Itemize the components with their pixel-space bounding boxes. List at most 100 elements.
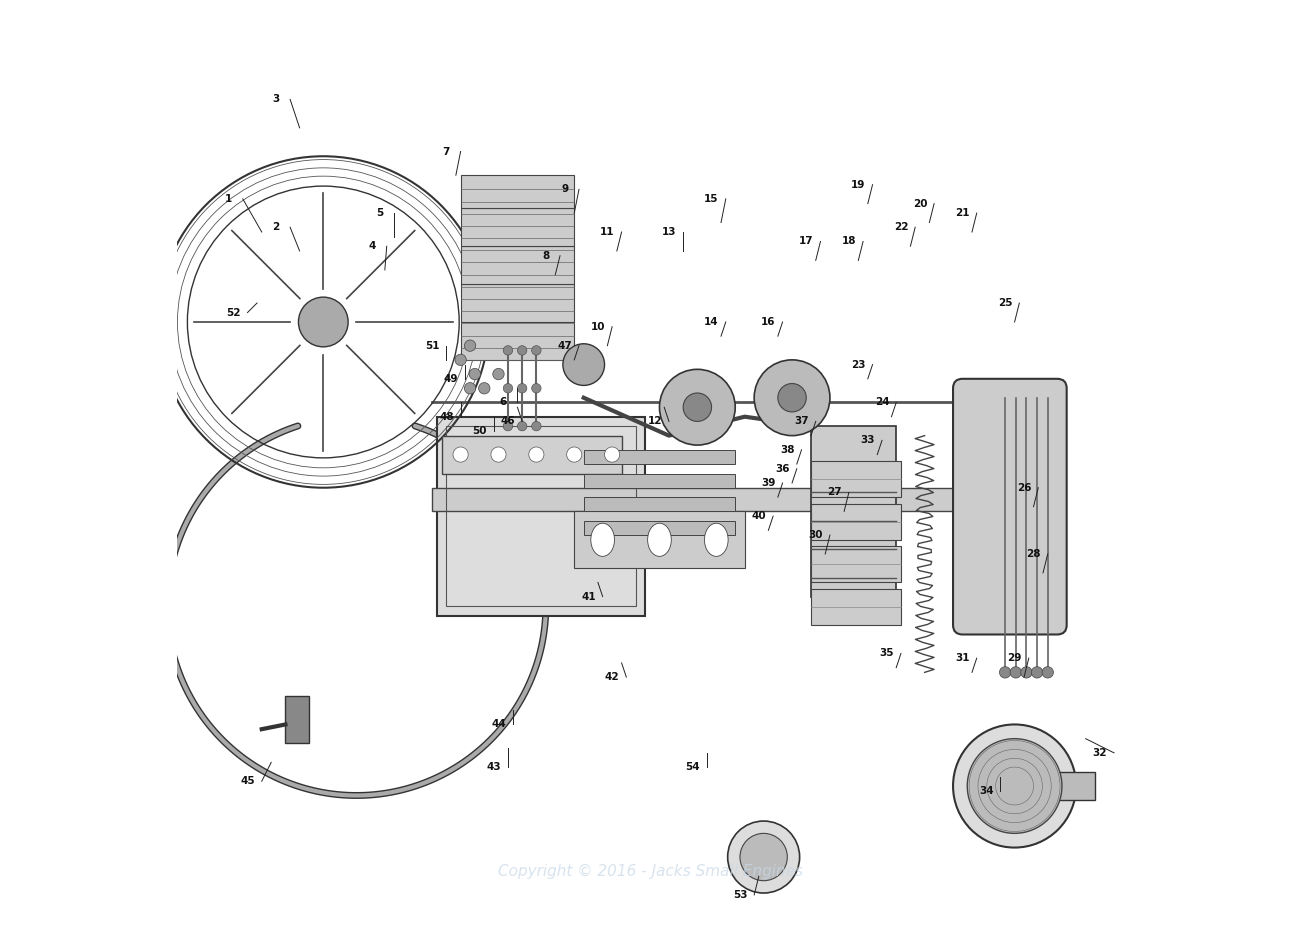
Text: 9: 9 (562, 185, 568, 194)
Circle shape (1010, 667, 1022, 678)
Text: 12: 12 (647, 417, 662, 426)
Text: 43: 43 (486, 762, 500, 772)
Text: 23: 23 (852, 360, 866, 369)
Bar (584, 521, 736, 535)
Bar (446, 426, 636, 606)
Ellipse shape (705, 523, 728, 557)
Circle shape (1020, 667, 1032, 678)
Circle shape (452, 447, 468, 462)
Text: 11: 11 (601, 227, 615, 237)
Bar (432, 488, 962, 511)
Circle shape (740, 833, 788, 881)
Text: 48: 48 (439, 412, 454, 421)
Bar (811, 546, 901, 582)
Ellipse shape (647, 523, 671, 557)
Circle shape (503, 384, 512, 393)
Text: 52: 52 (226, 308, 240, 317)
Text: 28: 28 (1026, 549, 1041, 559)
Text: 47: 47 (558, 341, 572, 350)
Text: 16: 16 (760, 317, 776, 327)
Bar (584, 497, 736, 511)
Circle shape (503, 346, 512, 355)
Circle shape (604, 447, 620, 462)
Circle shape (728, 821, 800, 893)
Circle shape (532, 384, 541, 393)
Text: 31: 31 (956, 653, 970, 663)
Text: Copyright © 2016 - Jacks Small Engines: Copyright © 2016 - Jacks Small Engines (498, 864, 802, 879)
Text: 49: 49 (443, 374, 459, 384)
Text: 44: 44 (491, 720, 506, 729)
Text: 10: 10 (590, 322, 606, 331)
Circle shape (517, 421, 526, 431)
Circle shape (659, 369, 736, 445)
Bar (584, 450, 736, 464)
Circle shape (567, 447, 582, 462)
Text: 17: 17 (800, 237, 814, 246)
Text: 20: 20 (913, 199, 927, 208)
Text: 5: 5 (377, 208, 384, 218)
Text: 24: 24 (875, 398, 889, 407)
Circle shape (517, 346, 526, 355)
Circle shape (493, 368, 504, 380)
Circle shape (455, 354, 467, 366)
Text: 15: 15 (705, 194, 719, 204)
Bar (811, 589, 901, 625)
Circle shape (563, 344, 604, 385)
Text: 41: 41 (581, 592, 595, 601)
Text: 21: 21 (956, 208, 970, 218)
Text: 22: 22 (893, 223, 909, 232)
Text: 6: 6 (499, 398, 507, 407)
Text: 13: 13 (662, 227, 676, 237)
Circle shape (1043, 667, 1053, 678)
Text: 51: 51 (425, 341, 439, 350)
Circle shape (532, 346, 541, 355)
Ellipse shape (590, 523, 615, 557)
Text: 3: 3 (272, 95, 280, 104)
Text: 8: 8 (542, 251, 550, 260)
Circle shape (754, 360, 829, 436)
Text: 50: 50 (472, 426, 486, 436)
Bar (460, 208, 575, 246)
Text: 29: 29 (1008, 653, 1022, 663)
Bar (437, 417, 645, 616)
Bar (584, 474, 736, 488)
Text: 42: 42 (604, 672, 619, 682)
Text: 7: 7 (443, 147, 450, 156)
Circle shape (464, 383, 476, 394)
Text: 38: 38 (780, 445, 794, 455)
Text: 25: 25 (998, 298, 1013, 308)
Text: 36: 36 (775, 464, 790, 474)
Circle shape (491, 447, 506, 462)
Text: 39: 39 (762, 478, 776, 488)
Bar (811, 461, 901, 497)
Circle shape (1000, 667, 1011, 678)
Text: 54: 54 (685, 762, 699, 772)
Text: 53: 53 (733, 890, 748, 900)
Bar (442, 436, 621, 474)
Circle shape (464, 340, 476, 351)
Circle shape (299, 297, 348, 347)
Text: 30: 30 (809, 530, 823, 540)
Text: 34: 34 (979, 786, 993, 795)
Circle shape (1031, 667, 1043, 678)
Text: 27: 27 (827, 488, 842, 497)
Circle shape (529, 447, 543, 462)
Text: 14: 14 (705, 317, 719, 327)
Circle shape (517, 384, 526, 393)
Bar (460, 284, 575, 322)
Bar (811, 426, 896, 597)
Circle shape (967, 739, 1062, 833)
Text: 18: 18 (841, 237, 857, 246)
Text: 19: 19 (852, 180, 866, 189)
Text: 45: 45 (240, 777, 255, 786)
Text: 1: 1 (225, 194, 233, 204)
Text: 40: 40 (751, 511, 766, 521)
Circle shape (469, 368, 481, 380)
Circle shape (478, 383, 490, 394)
Text: 33: 33 (861, 436, 875, 445)
Circle shape (777, 384, 806, 412)
Text: 46: 46 (500, 417, 515, 426)
Text: 26: 26 (1017, 483, 1031, 492)
Bar (460, 175, 575, 208)
Bar (575, 511, 745, 568)
